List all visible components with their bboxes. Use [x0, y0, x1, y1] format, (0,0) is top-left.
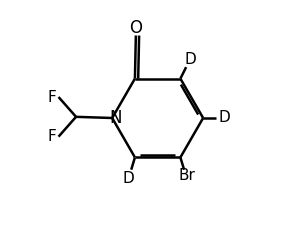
- Text: D: D: [184, 52, 196, 67]
- Text: D: D: [219, 110, 231, 126]
- Text: N: N: [110, 109, 122, 126]
- Text: F: F: [48, 89, 56, 105]
- Text: O: O: [129, 19, 142, 37]
- Text: D: D: [123, 171, 135, 186]
- Text: Br: Br: [179, 169, 196, 183]
- Text: F: F: [48, 129, 56, 144]
